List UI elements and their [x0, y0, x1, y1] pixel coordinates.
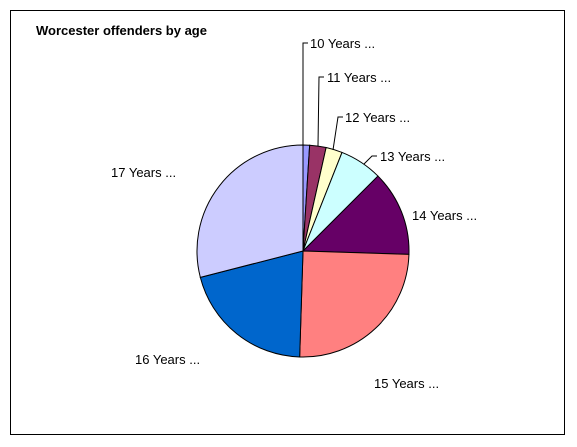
slice-label: 10 Years ...: [310, 36, 375, 51]
pie-slice: [301, 175, 410, 255]
chart-title: Worcester offenders by age: [36, 23, 207, 38]
slice-label: 15 Years ...: [374, 376, 439, 391]
leader-line: [317, 76, 324, 147]
pie-slice: [199, 250, 304, 358]
leader-line: [363, 155, 377, 165]
pie-slice: [299, 250, 410, 358]
slice-label: 13 Years ...: [380, 149, 445, 164]
slice-label: 11 Years ...: [327, 70, 391, 85]
leader-line: [302, 42, 308, 145]
slice-label: 17 Years ...: [111, 165, 176, 180]
slice-label: 16 Years ...: [135, 352, 200, 367]
pie-slice: [196, 144, 304, 278]
slice-label: 14 Years ...: [412, 208, 477, 223]
leader-line: [332, 116, 343, 151]
slice-label: 12 Years ...: [345, 110, 410, 125]
